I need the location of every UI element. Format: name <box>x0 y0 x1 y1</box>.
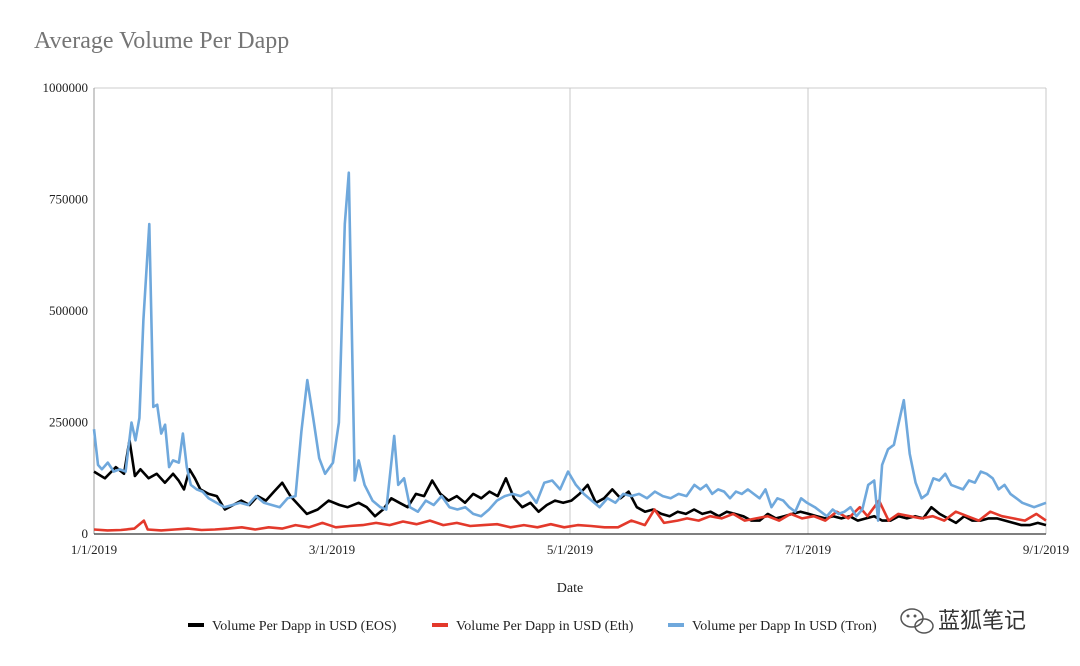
series-line <box>93 499 1047 532</box>
legend-item: Volume Per Dapp in USD (Eth) <box>432 619 634 634</box>
grid <box>93 87 1047 534</box>
x-tick-label: 9/1/2019 <box>1023 542 1069 557</box>
wechat-icon <box>900 608 934 634</box>
x-tick-label: 1/1/2019 <box>71 542 117 557</box>
y-tick-label: 750000 <box>49 192 88 207</box>
axes: 1/1/2019 3/1/2019 5/1/2019 7/1/2019 9/1/2019… <box>43 80 1070 557</box>
x-tick-label: 3/1/2019 <box>309 542 355 557</box>
x-tick-label: 5/1/2019 <box>547 542 593 557</box>
legend-item: Volume per Dapp In USD (Tron) <box>668 619 877 634</box>
x-tick-label: 7/1/2019 <box>785 542 831 557</box>
y-tick-label: 500000 <box>49 303 88 318</box>
legend-label: Volume Per Dapp in USD (Eth) <box>456 619 634 634</box>
legend-label: Volume per Dapp In USD (Tron) <box>692 619 877 634</box>
series-line <box>92 171 1047 522</box>
y-tick-label: 250000 <box>49 415 88 430</box>
watermark-text: 蓝狐笔记 <box>938 609 1026 634</box>
watermark: 蓝狐笔记 <box>900 608 1026 634</box>
chart-title: Average Volume Per Dapp <box>34 28 290 54</box>
y-tick-label: 0 <box>82 526 89 541</box>
y-tick-label: 1000000 <box>43 80 89 95</box>
legend-item: Volume Per Dapp in USD (EOS) <box>188 619 397 634</box>
x-axis-title: Date <box>557 581 583 596</box>
series-lines <box>92 171 1047 532</box>
legend-label: Volume Per Dapp in USD (EOS) <box>212 619 397 634</box>
legend: Volume Per Dapp in USD (EOS) Volume Per D… <box>188 619 877 634</box>
